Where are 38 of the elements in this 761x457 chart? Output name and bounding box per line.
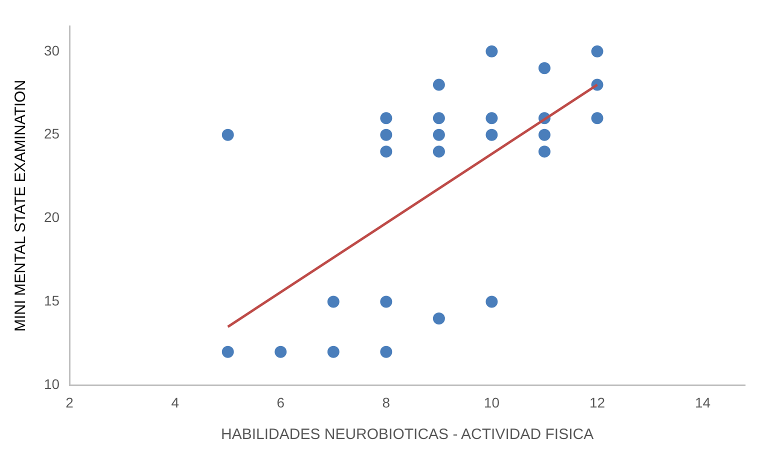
y-axis-title: MINI MENTAL STATE EXAMINATION (12, 80, 30, 332)
y-tick-label: 15 (44, 292, 60, 309)
point (327, 346, 340, 358)
point (380, 112, 392, 124)
point (591, 112, 604, 124)
x-tick-label: 6 (276, 394, 285, 410)
point (274, 346, 287, 358)
point (538, 146, 550, 158)
x-tick-label: 8 (382, 394, 390, 410)
point (432, 312, 445, 324)
point (432, 78, 445, 91)
point (222, 346, 234, 358)
point (538, 128, 550, 141)
point (486, 296, 498, 308)
point (486, 128, 498, 141)
x-tick-label: 12 (589, 394, 606, 410)
x-tick-label: 2 (66, 394, 74, 410)
point (222, 128, 234, 141)
point (380, 346, 392, 358)
point (380, 128, 392, 141)
point (327, 296, 340, 308)
y-tick-label: 25 (44, 126, 60, 142)
point (591, 45, 604, 58)
x-axis-title: HABILIDADES NEUROBIOTICAS - ACTIVIDAD FISICA (220, 426, 594, 444)
point (486, 45, 498, 58)
x-tick-label: 4 (171, 394, 180, 410)
point (432, 146, 445, 158)
x-tick-label: 14 (694, 394, 711, 410)
point (538, 62, 550, 74)
point (432, 128, 445, 141)
point (432, 112, 445, 124)
point (380, 146, 392, 158)
point (486, 112, 498, 124)
point (380, 296, 392, 308)
y-tick-label: 10 (44, 376, 60, 392)
x-tick-label: 10 (484, 394, 500, 410)
y-tick-label: 30 (44, 42, 60, 58)
y-tick-label: 20 (44, 209, 60, 226)
